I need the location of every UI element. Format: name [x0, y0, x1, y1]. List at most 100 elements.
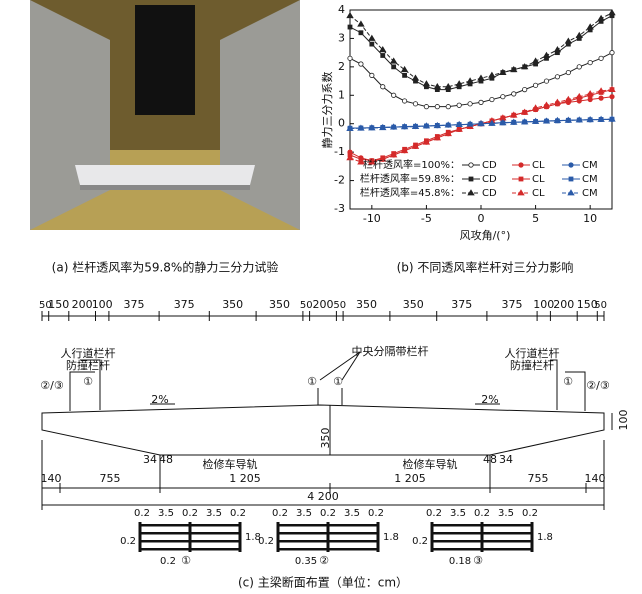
marker [358, 61, 364, 67]
rail-post [188, 522, 192, 552]
drawing-label: ① [333, 375, 343, 388]
marker [608, 115, 616, 122]
dim-label: 375 [502, 298, 523, 311]
y-tick-label: 4 [338, 3, 345, 16]
dim-label: 755 [100, 472, 121, 485]
marker [380, 53, 386, 58]
rail-dim: 0.35 [295, 556, 317, 567]
marker [468, 162, 474, 168]
x-tick-label: 5 [532, 212, 539, 225]
marker [401, 98, 408, 104]
marker [402, 72, 407, 78]
drawing-label: 防撞栏杆 [66, 358, 110, 372]
drawing-label: ②/③ [40, 379, 64, 392]
y-axis-label: 静力三分力系数 [320, 72, 334, 149]
marker [568, 162, 574, 168]
marker [379, 155, 387, 162]
legend-label: CM [582, 174, 598, 185]
marker [357, 158, 365, 165]
marker [598, 95, 604, 101]
marker [433, 82, 442, 90]
rail-dim: 3.5 [450, 508, 466, 519]
drawing-label: 48 [159, 453, 173, 466]
drawing-label: ① [563, 375, 573, 388]
drawing-label: 350 [319, 428, 332, 449]
rail-dim: 0.2 [230, 508, 246, 519]
marker [411, 74, 420, 81]
marker [586, 115, 594, 123]
dim-label: 1 205 [394, 472, 426, 485]
marker [489, 96, 495, 103]
legend-label: CD [482, 174, 497, 185]
y-tick-label: 1 [338, 88, 345, 101]
marker [608, 85, 616, 92]
x-tick-label: 0 [478, 212, 485, 225]
dim-label: 1 205 [229, 472, 261, 485]
marker [587, 59, 593, 66]
rail-dim: 0.2 [412, 536, 428, 547]
rail-dim: 0.2 [426, 508, 442, 519]
marker [542, 101, 551, 108]
dim-label: 50 [594, 300, 607, 311]
marker [567, 189, 575, 196]
marker [346, 11, 354, 19]
marker [357, 124, 365, 131]
marker [445, 104, 451, 110]
y-tick-label: 2 [338, 60, 345, 73]
rail-dim: 3.5 [498, 508, 514, 519]
drawing-label: 人行道栏杆 [505, 346, 560, 360]
photo [30, 0, 300, 230]
marker [488, 71, 496, 78]
y-tick-label: -2 [334, 174, 345, 187]
marker [598, 55, 604, 61]
legend-group-label: 栏杆透风率=100%： [363, 158, 460, 171]
drawing-label: 防撞栏杆 [510, 358, 554, 372]
marker [522, 87, 528, 93]
drawing-label: 检修车导轨 [403, 457, 458, 471]
x-tick-label: 10 [583, 212, 597, 225]
marker [510, 65, 518, 73]
marker [597, 87, 605, 94]
marker [455, 120, 463, 127]
marker [400, 146, 409, 154]
marker [466, 120, 474, 127]
marker [422, 80, 431, 87]
marker [553, 116, 562, 123]
dim-label: 140 [585, 472, 606, 485]
marker [456, 102, 462, 108]
marker [586, 90, 594, 97]
rail-dim: 0.2 [182, 508, 198, 519]
rail-dim: 0.18 [449, 556, 471, 567]
legend-group-label: 栏杆透风率=45.8%： [360, 186, 460, 199]
dim-label: 375 [451, 298, 472, 311]
legend-label: CM [582, 160, 598, 171]
rail-dim: 0.2 [258, 536, 274, 547]
marker [379, 46, 387, 53]
marker [468, 176, 474, 182]
dim-label: 200 [553, 298, 574, 311]
marker [347, 55, 353, 61]
marker [347, 24, 353, 30]
marker [389, 57, 398, 64]
marker [467, 101, 473, 107]
legend-label: CM [582, 188, 598, 199]
marker [511, 91, 517, 97]
marker [510, 111, 518, 118]
dim-label: 100 [533, 298, 554, 311]
marker [434, 104, 440, 110]
marker [455, 80, 463, 87]
drawing-label: ① [307, 375, 317, 388]
marker [346, 124, 354, 131]
rail-post [276, 522, 280, 552]
marker [411, 122, 420, 129]
marker [422, 122, 431, 129]
marker [400, 65, 409, 73]
marker [575, 92, 583, 100]
rail-post [530, 522, 534, 552]
dim-label: 150 [48, 298, 69, 311]
marker [517, 189, 525, 196]
marker [587, 96, 593, 103]
marker [368, 158, 376, 165]
dim-label: 350 [222, 298, 243, 311]
